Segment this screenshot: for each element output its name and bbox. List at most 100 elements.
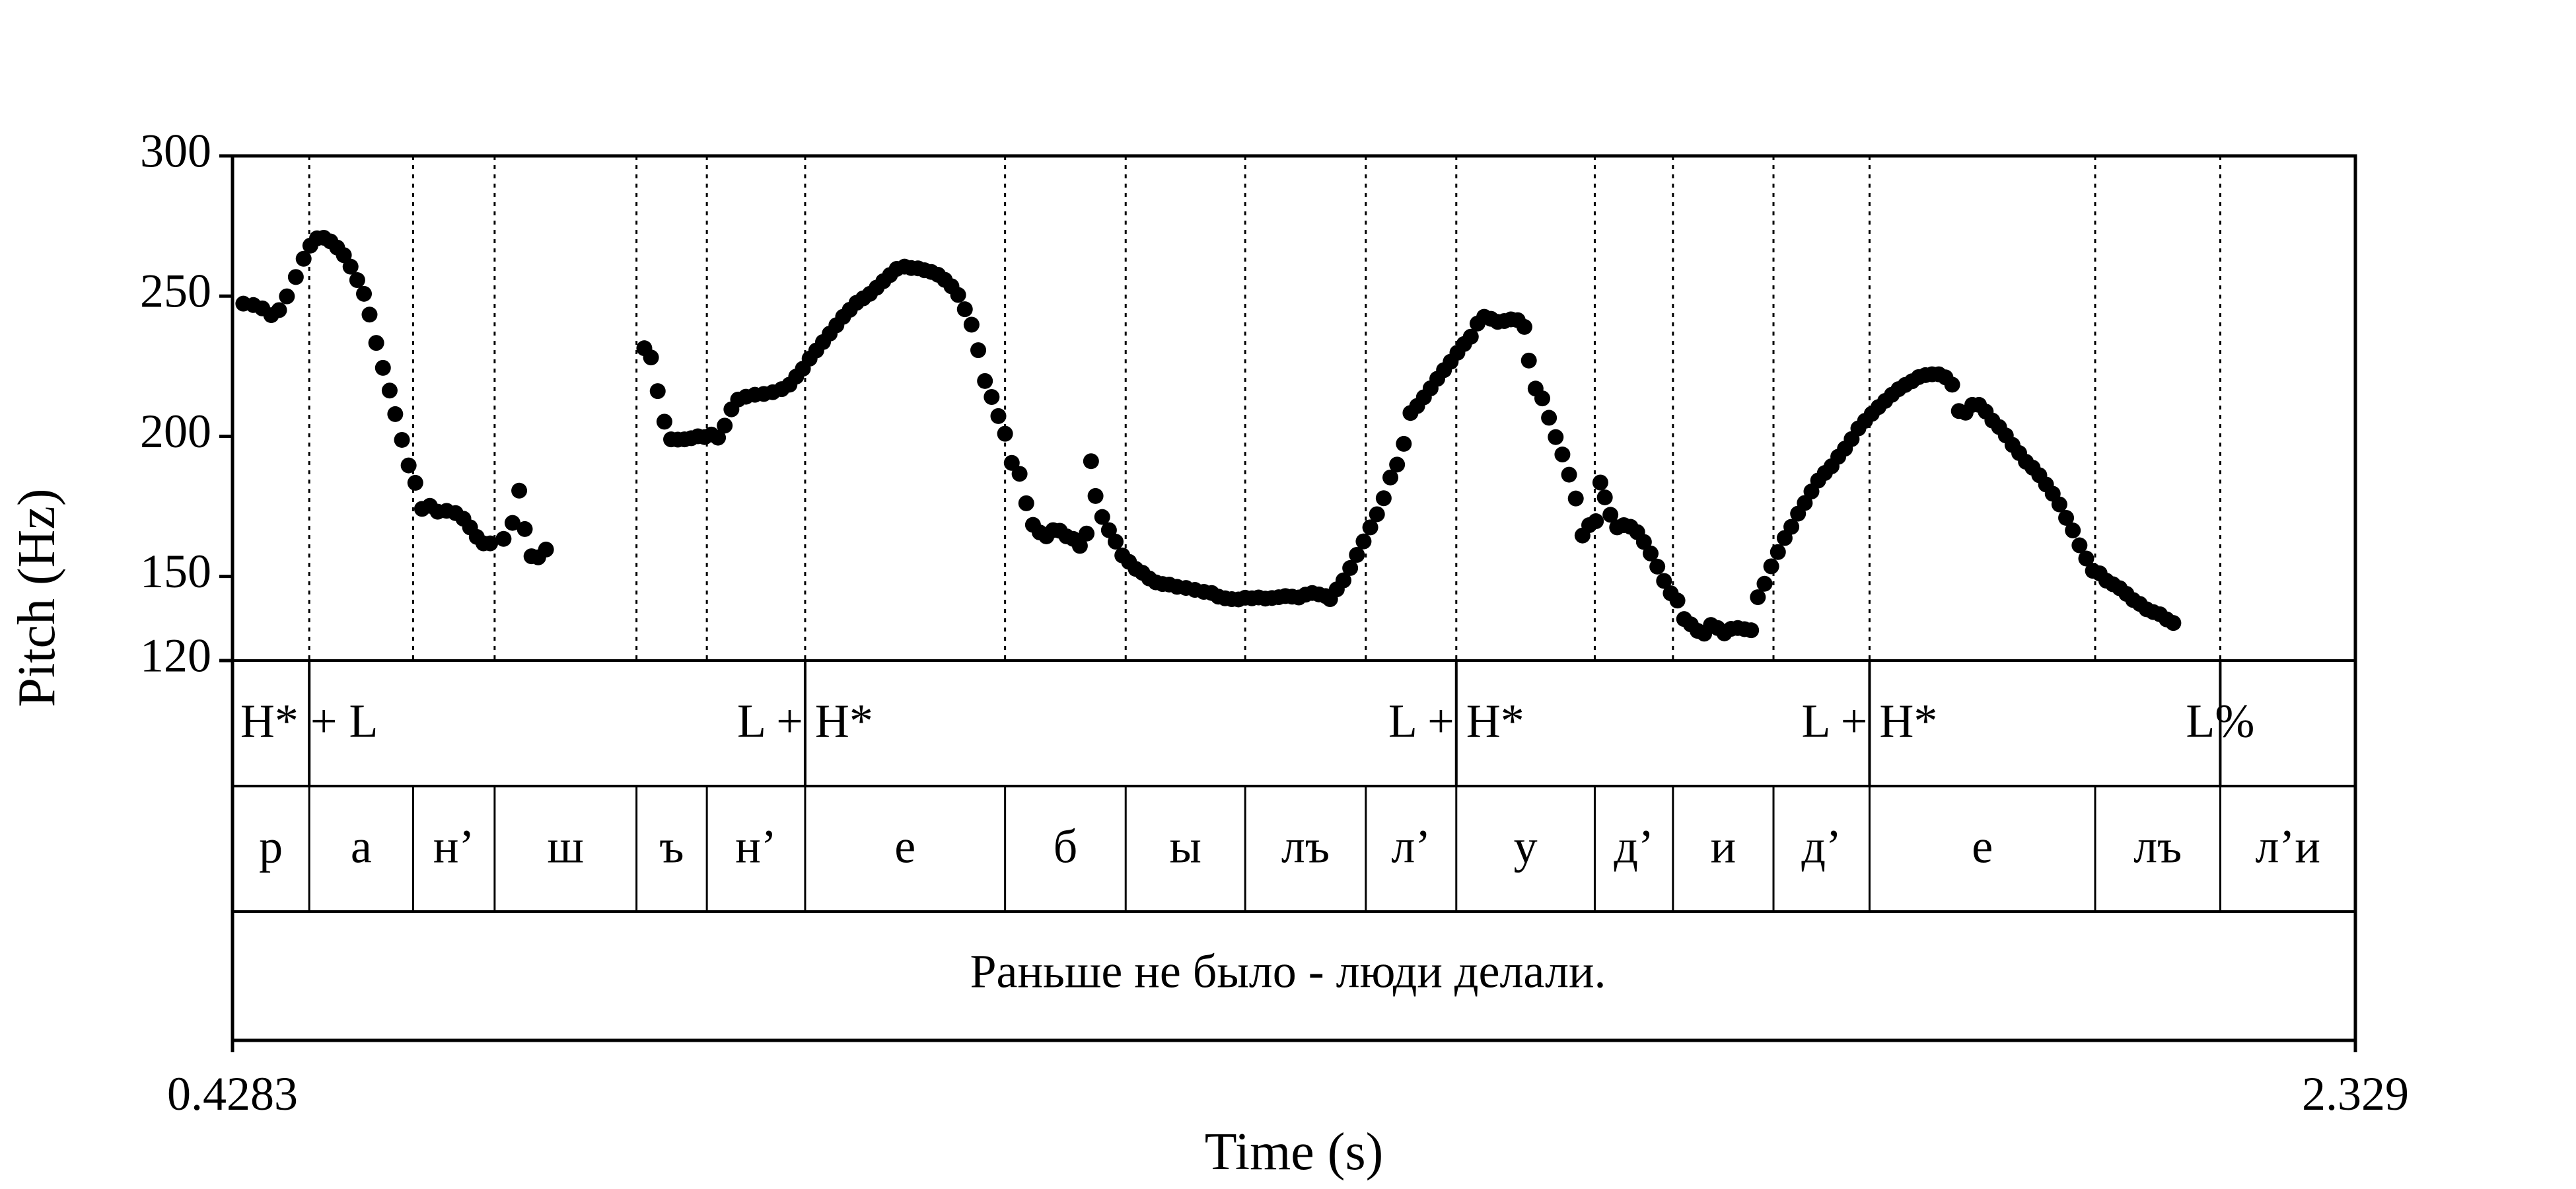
pitch-point xyxy=(511,482,528,499)
pitch-point xyxy=(1369,506,1385,522)
pitch-point xyxy=(407,474,423,491)
pitch-point xyxy=(1635,534,1652,550)
pitch-point xyxy=(1567,490,1584,507)
segment-label: а xyxy=(351,820,372,873)
pitch-point xyxy=(295,250,312,267)
pitch-point xyxy=(963,316,980,333)
segment-label: е xyxy=(1972,820,1993,873)
pitch-point xyxy=(538,541,554,558)
pitch-point xyxy=(1516,318,1532,335)
pitch-point xyxy=(342,258,359,275)
pitch-point xyxy=(997,425,1013,442)
tone-tier: H* + L L + H* L + H* L + H* L% xyxy=(240,661,2254,786)
pitch-point xyxy=(1003,454,1020,471)
segment-label: р xyxy=(259,820,283,873)
pitch-point xyxy=(1396,435,1412,452)
y-axis-label: Pitch (Hz) xyxy=(8,488,66,707)
pitch-point xyxy=(1602,507,1619,523)
pitch-point xyxy=(656,414,672,430)
pitch-point xyxy=(1355,533,1372,550)
pitch-point xyxy=(517,521,533,537)
pitch-point xyxy=(990,408,1007,424)
pitch-point xyxy=(984,389,1000,406)
x-tick-min-label: 0.4283 xyxy=(167,1067,298,1120)
pitch-point xyxy=(950,287,966,303)
pitch-point xyxy=(1071,538,1088,554)
pitch-point xyxy=(1100,522,1117,538)
chart-frame xyxy=(231,154,2357,1052)
pitch-point xyxy=(495,530,512,547)
pitch-point xyxy=(1669,593,1686,609)
pitch-point xyxy=(1079,525,1095,542)
pitch-point xyxy=(2165,615,2182,631)
segment-label: л’и xyxy=(2255,820,2320,873)
y-tick-label: 250 xyxy=(140,265,211,318)
pitch-point xyxy=(1389,456,1406,473)
pitch-point xyxy=(1588,513,1604,530)
segment-label: б xyxy=(1054,820,1078,873)
tone-label: L% xyxy=(2186,695,2254,748)
tone-label: H* + L xyxy=(240,695,378,748)
pitch-point xyxy=(271,302,287,318)
segment-label: лъ xyxy=(1281,820,1330,873)
x-tick-max-label: 2.329 xyxy=(2302,1067,2409,1120)
pitch-point xyxy=(1944,377,1960,393)
pitch-point xyxy=(2051,496,2067,513)
segment-label: д’ xyxy=(1801,820,1842,873)
pitch-point xyxy=(1534,390,1550,407)
pitch-point xyxy=(375,359,391,376)
pitch-point xyxy=(1561,466,1577,483)
boundary-gridlines xyxy=(308,156,2221,912)
segment-label: н’ xyxy=(735,820,777,873)
segment-label: л’ xyxy=(1391,820,1431,873)
pitch-point xyxy=(717,417,733,434)
pitch-point xyxy=(287,269,304,285)
pitch-point xyxy=(2071,537,2088,554)
pitch-point xyxy=(394,431,410,448)
pitch-point xyxy=(504,515,520,531)
pitch-point xyxy=(1643,545,1659,561)
pitch-point xyxy=(1382,469,1399,486)
pitch-point xyxy=(336,247,352,264)
pitch-point xyxy=(710,429,727,446)
pitch-point xyxy=(1375,490,1392,507)
pitch-point xyxy=(1087,487,1104,504)
pitch-point xyxy=(1763,558,1779,575)
pitch-points xyxy=(235,229,2182,642)
pitch-point xyxy=(1342,559,1359,576)
pitch-point xyxy=(1462,328,1479,345)
segment-label: ы xyxy=(1170,820,1201,873)
pitch-point xyxy=(649,383,666,400)
pitch-point xyxy=(1362,519,1378,536)
pitch-point xyxy=(1349,546,1365,563)
pitch-point xyxy=(400,457,417,474)
pitch-point xyxy=(1083,453,1099,470)
tone-label: L + H* xyxy=(1801,695,1937,748)
segment-label: н’ xyxy=(433,820,475,873)
pitch-point xyxy=(1770,544,1786,560)
pitch-point xyxy=(1521,352,1537,369)
segment-label: и xyxy=(1711,820,1736,873)
y-tick-label: 200 xyxy=(140,405,211,458)
pitch-point xyxy=(1783,519,1800,535)
sentence-text: Раньше не было - люди делали. xyxy=(970,945,1606,998)
pitch-point xyxy=(1743,622,1760,639)
pitch-point xyxy=(1108,534,1124,550)
pitch-point xyxy=(356,285,373,302)
pitch-point xyxy=(956,301,973,318)
pitch-point xyxy=(1018,495,1034,511)
pitch-point xyxy=(1335,572,1351,589)
segment-label: д’ xyxy=(1614,820,1654,873)
pitch-point xyxy=(1596,489,1613,505)
pitch-point xyxy=(970,342,987,359)
tone-label: L + H* xyxy=(1388,695,1524,748)
segment-label: лъ xyxy=(2133,820,2182,873)
pitch-point xyxy=(1750,589,1766,606)
pitch-point xyxy=(977,373,993,389)
pitch-point xyxy=(1756,575,1773,592)
pitch-point xyxy=(1649,558,1666,575)
tone-label: L + H* xyxy=(737,695,873,748)
segment-label: е xyxy=(894,820,915,873)
pitch-point xyxy=(482,535,499,552)
